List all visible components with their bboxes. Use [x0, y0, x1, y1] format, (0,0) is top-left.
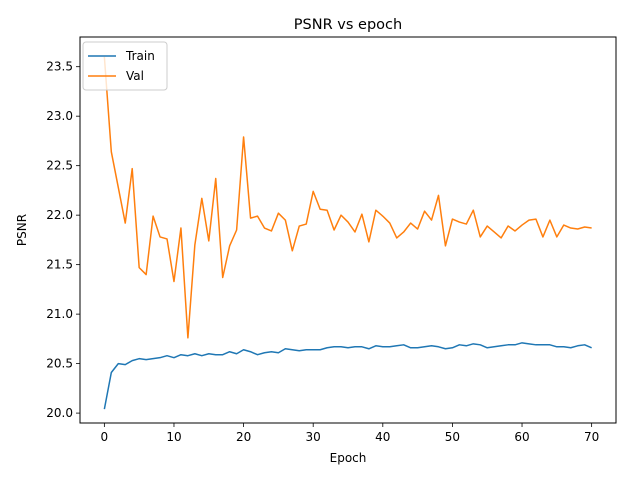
x-tick-label: 0: [101, 430, 109, 444]
y-tick-label: 23.5: [46, 60, 73, 74]
legend: Train Val: [82, 41, 168, 91]
y-tick-label: 20.0: [46, 406, 73, 420]
chart-title: PSNR vs epoch: [294, 17, 402, 33]
series-line-train: [103, 342, 592, 410]
series-lines: [103, 56, 592, 410]
series-line-val: [103, 56, 592, 339]
x-tick-label: 50: [445, 430, 460, 444]
y-tick-label: 21.0: [46, 307, 73, 321]
legend-label-train: Train: [125, 49, 155, 63]
y-tick-label: 20.5: [46, 357, 73, 371]
x-tick-label: 30: [306, 430, 321, 444]
y-tick-label: 22.0: [46, 208, 73, 222]
y-tick-label: 22.5: [46, 159, 73, 173]
y-axis-label: PSNR: [15, 214, 29, 246]
legend-label-val: Val: [126, 69, 144, 83]
y-axis-ticks: 20.0 20.5 21.0 21.5 22.0 22.5 23.0 23.5: [46, 60, 80, 420]
x-axis-label: Epoch: [330, 451, 367, 465]
x-axis-ticks: 0 10 20 30 40 50 60 70: [101, 423, 599, 444]
x-tick-label: 40: [375, 430, 390, 444]
x-tick-label: 70: [584, 430, 599, 444]
x-tick-label: 60: [514, 430, 529, 444]
y-tick-label: 23.0: [46, 109, 73, 123]
x-tick-label: 10: [166, 430, 181, 444]
legend-box: [82, 41, 168, 91]
y-tick-label: 21.5: [46, 258, 73, 272]
plot-frame: [79, 36, 617, 424]
x-tick-label: 20: [236, 430, 251, 444]
